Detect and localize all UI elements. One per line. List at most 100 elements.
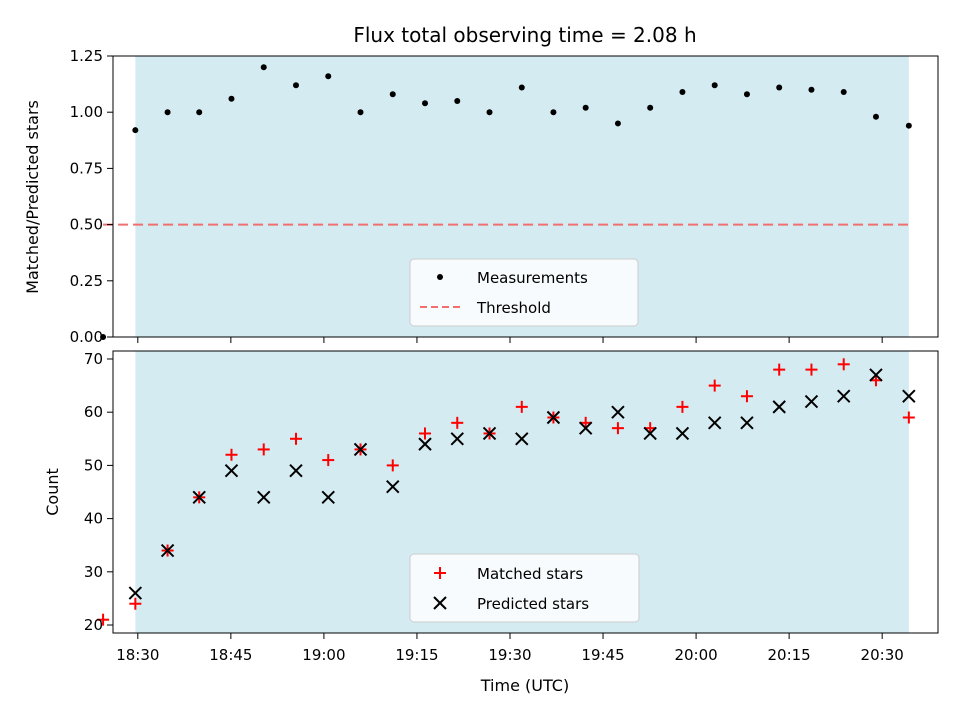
measurement-point: [164, 109, 171, 116]
matched-star-point: [419, 427, 432, 440]
predicted-star-point-b: [643, 426, 657, 441]
top-legend-box: [409, 258, 639, 327]
predicted-star-point-b: [321, 490, 335, 505]
top-y-tick-label: 0.50: [70, 216, 103, 234]
predicted-star-point: [675, 426, 690, 441]
bottom-legend-label-predicted: Predicted stars: [477, 595, 589, 613]
measurement-point: [100, 334, 107, 340]
measurement-point: [808, 86, 815, 93]
predicted-star-point-b: [515, 432, 529, 446]
x-tick-label: 20:15: [768, 646, 811, 664]
matched-star-point: [322, 454, 335, 467]
top-legend-label-threshold: Threshold: [476, 299, 551, 317]
measurement-point: [872, 113, 879, 120]
measurement-point: [196, 109, 203, 116]
matched-star-point: [676, 400, 689, 413]
predicted-stars-series: [128, 368, 916, 600]
predicted-star-point-b: [482, 426, 497, 441]
predicted-star-point-b: [611, 405, 625, 419]
matched-star-point: [289, 432, 302, 445]
predicted-star-point-b: [578, 421, 593, 435]
matched-star-point: [515, 400, 528, 413]
measurement-point: [711, 82, 718, 89]
x-tick-label: 19:45: [581, 646, 624, 664]
matched-star-point: [708, 379, 721, 392]
matched-star-point: [902, 411, 915, 424]
matched-star-point: [740, 390, 753, 403]
matched-star-point: [773, 363, 786, 376]
matched-star-point: [611, 422, 624, 435]
bottom-y-tick-label: 30: [84, 563, 103, 581]
predicted-star-point-b: [450, 432, 464, 446]
predicted-star-point: [160, 543, 175, 558]
top-y-axis-label: Matched/Predicted stars: [23, 100, 42, 294]
measurement-point: [905, 122, 912, 129]
predicted-star-point-b: [675, 426, 690, 441]
measurement-point: [679, 88, 686, 95]
top-axes-frame: [112, 55, 939, 338]
measurement-point: [260, 64, 267, 71]
predicted-star-point-b: [546, 410, 561, 425]
top-y-tick-label: 0.00: [70, 328, 103, 346]
measurement-point: [647, 104, 654, 111]
predicted-star-point: [707, 416, 722, 430]
predicted-star-point: [804, 394, 819, 409]
predicted-star-point-b: [353, 442, 368, 457]
bottom-y-axis-label: Count: [43, 468, 62, 516]
top-legend: Measurements Threshold: [409, 258, 639, 327]
bottom-y-tick-label: 70: [84, 350, 103, 368]
bottom-y-tick-label: 40: [84, 510, 103, 528]
predicted-star-point: [418, 437, 432, 451]
measurement-point: [518, 84, 525, 91]
predicted-star-point: [192, 490, 206, 505]
bottom-legend-label-matched: Matched stars: [477, 565, 583, 583]
predicted-stars-legend-marker: [433, 596, 447, 610]
bottom-axes-frame: [112, 350, 939, 634]
predicted-star-point: [837, 389, 851, 403]
x-tick-label: 18:45: [209, 646, 252, 664]
matched-stars-legend-marker: [434, 567, 446, 579]
matched-star-point: [257, 443, 270, 456]
predicted-star-point: [224, 464, 239, 478]
predicted-star-point: [578, 421, 593, 435]
matched-star-point: [129, 597, 142, 610]
measurement-point: [550, 109, 557, 116]
predicted-star-point-b: [160, 543, 175, 558]
measurement-point: [132, 127, 139, 134]
measurement-point: [486, 109, 493, 116]
predicted-star-point: [386, 479, 400, 494]
predicted-star-point-b: [289, 464, 303, 478]
bottom-x-ticks: 18:30 18:45 19:00 19:15 19:30 19:45 20:00 20:15…: [116, 633, 904, 664]
measurement-point: [743, 91, 750, 98]
measurement-point: [614, 120, 621, 127]
x-tick-label: 19:00: [302, 646, 345, 664]
predicted-star-point: [902, 389, 916, 403]
predicted-star-point: [450, 432, 464, 446]
predicted-star-point-b: [192, 490, 206, 505]
predicted-star-point-b: [740, 416, 754, 430]
measurement-point: [357, 109, 364, 116]
measurement-point: [389, 91, 396, 98]
predicted-star-point: [353, 442, 368, 457]
predicted-star-point: [772, 400, 786, 414]
x-tick-label: 19:30: [488, 646, 531, 664]
predicted-star-point: [546, 410, 561, 425]
predicted-star-point: [740, 416, 754, 430]
matched-star-point: [451, 416, 464, 429]
predicted-star-point: [643, 426, 657, 441]
top-y-tick-label: 0.25: [70, 272, 103, 290]
predicted-star-point: [289, 464, 303, 478]
predicted-star-point: [869, 368, 883, 382]
measurement-point: [228, 95, 235, 102]
predicted-star-point: [321, 490, 335, 505]
matched-star-point: [386, 459, 399, 472]
predicted-star-point-b: [257, 490, 271, 505]
bottom-panel: 20 30 40 50 60 70 18:30 18:45 19:00 19:15 19:30 19…: [43, 350, 939, 695]
measurement-point: [292, 82, 299, 89]
measurement-point: [776, 84, 783, 91]
matched-star-point: [805, 363, 818, 376]
predicted-star-point: [515, 432, 529, 446]
top-y-ticks: 0.00 0.25 0.50 0.75 1.00 1.25: [70, 47, 113, 346]
measurement-point: [422, 100, 429, 107]
